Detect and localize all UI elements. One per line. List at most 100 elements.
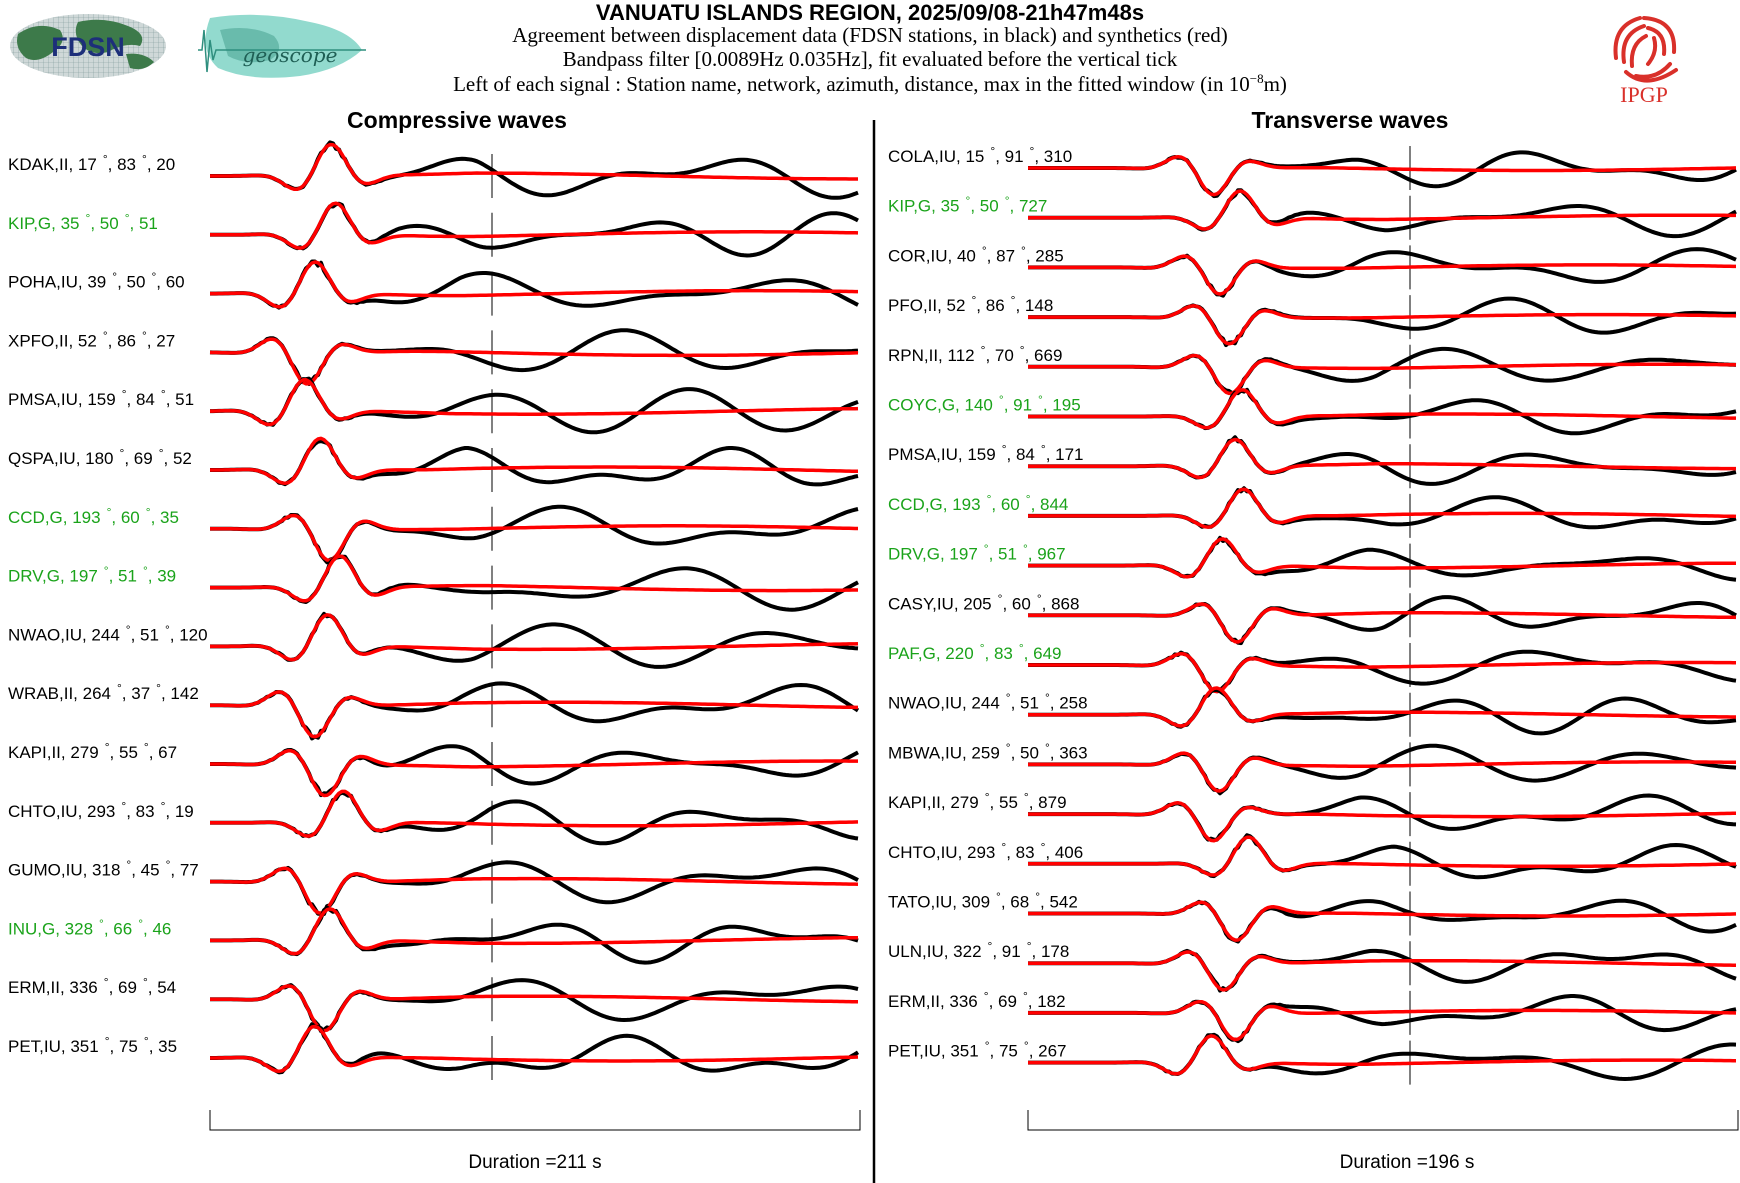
data-trace bbox=[1028, 188, 1737, 239]
station-label-part: QSPA,IU, 180 bbox=[8, 449, 114, 468]
station-label-part: , 69 bbox=[989, 992, 1017, 1011]
degree-symbol: ° bbox=[982, 243, 987, 257]
degree-symbol: ° bbox=[980, 641, 985, 655]
degree-symbol: ° bbox=[1045, 740, 1050, 754]
station-label-part: , 406 bbox=[1045, 843, 1083, 862]
station-label-part: KDAK,II, 17 bbox=[8, 155, 97, 174]
station-label-part: , 142 bbox=[161, 684, 199, 703]
station-label: XPFO,II, 52 °, 86 °, 27 bbox=[8, 328, 175, 350]
degree-symbol: ° bbox=[1024, 1039, 1029, 1053]
data-trace bbox=[1028, 150, 1737, 199]
station-label-part: , 91 bbox=[992, 942, 1020, 961]
degree-symbol: ° bbox=[1030, 144, 1035, 158]
synthetic-trace bbox=[1028, 189, 1736, 231]
degree-symbol: ° bbox=[142, 328, 147, 342]
degree-symbol: ° bbox=[112, 270, 117, 284]
station-label-part: , 120 bbox=[170, 625, 208, 644]
station-label-part: , 285 bbox=[1026, 246, 1064, 265]
station-label-part: , 649 bbox=[1024, 644, 1062, 663]
station-label-part: , 51 bbox=[131, 625, 159, 644]
station-label-part: , 83 bbox=[985, 644, 1013, 663]
degree-symbol: ° bbox=[117, 681, 122, 695]
degree-symbol: ° bbox=[1002, 442, 1007, 456]
station-label-part: , 844 bbox=[1031, 495, 1069, 514]
station-label: ULN,IU, 322 °, 91 °, 178 bbox=[888, 939, 1069, 961]
station-label-part: ULN,IU, 322 bbox=[888, 942, 982, 961]
degree-symbol: ° bbox=[151, 270, 156, 284]
synthetic-trace bbox=[210, 513, 858, 563]
station-label-part: , 178 bbox=[1032, 942, 1070, 961]
station-label-part: TATO,IU, 309 bbox=[888, 893, 990, 912]
station-label-part: , 86 bbox=[976, 296, 1004, 315]
station-label-part: KIP,G, 35 bbox=[8, 214, 80, 233]
degree-symbol: ° bbox=[107, 505, 112, 519]
duration-bracket bbox=[209, 1110, 861, 1131]
duration-label: Duration =196 s bbox=[1340, 1152, 1475, 1173]
subtitle-line-2: Bandpass filter [0.0089Hz 0.035Hz], fit … bbox=[562, 47, 1178, 71]
station-label: TATO,IU, 309 °, 68 °, 542 bbox=[888, 890, 1078, 912]
data-trace bbox=[210, 439, 859, 487]
synthetic-trace bbox=[1028, 835, 1736, 877]
degree-symbol: ° bbox=[105, 1034, 110, 1048]
degree-symbol: ° bbox=[1006, 691, 1011, 705]
station-label: PET,IU, 351 °, 75 °, 267 bbox=[888, 1039, 1067, 1061]
station-label: KAPI,II, 279 °, 55 °, 67 bbox=[8, 740, 177, 762]
station-label-part: , 83 bbox=[108, 155, 136, 174]
degree-symbol: ° bbox=[966, 194, 971, 208]
synthetic-trace bbox=[1028, 950, 1736, 992]
station-label-part: , 27 bbox=[147, 331, 175, 350]
degree-symbol: ° bbox=[987, 492, 992, 506]
synthetic-trace bbox=[1028, 999, 1737, 1042]
station-label-part: , 77 bbox=[170, 861, 198, 880]
station-label-part: , 363 bbox=[1050, 743, 1088, 762]
degree-symbol: ° bbox=[103, 328, 108, 342]
station-label-part: , 84 bbox=[1007, 445, 1035, 464]
station-label-part: , 195 bbox=[1043, 396, 1081, 415]
station-label-part: , 39 bbox=[148, 567, 176, 586]
degree-symbol: ° bbox=[999, 393, 1004, 407]
degree-symbol: ° bbox=[981, 343, 986, 357]
station-label-part: , 879 bbox=[1029, 793, 1067, 812]
degree-symbol: ° bbox=[143, 975, 148, 989]
data-trace bbox=[1028, 486, 1737, 530]
data-trace bbox=[1028, 898, 1737, 944]
degree-symbol: ° bbox=[103, 152, 108, 166]
station-label-part: , 50 bbox=[970, 197, 998, 216]
duration-bracket bbox=[1027, 1110, 1739, 1131]
degree-symbol: ° bbox=[105, 740, 110, 754]
station-label-part: NWAO,IU, 244 bbox=[8, 625, 120, 644]
station-label-part: PFO,II, 52 bbox=[888, 296, 965, 315]
data-trace bbox=[1028, 948, 1737, 993]
station-label-part: , 50 bbox=[117, 273, 145, 292]
station-label-part: , 45 bbox=[131, 861, 159, 880]
ipgp-logo: IPGP bbox=[1613, 16, 1678, 106]
station-label-part: ERM,II, 336 bbox=[888, 992, 978, 1011]
degree-symbol: ° bbox=[996, 890, 1001, 904]
degree-symbol: ° bbox=[1023, 542, 1028, 556]
degree-symbol: ° bbox=[120, 446, 125, 460]
degree-symbol: ° bbox=[1019, 641, 1024, 655]
geoscope-logo: geoscope bbox=[198, 14, 366, 78]
station-label-part: , 51 bbox=[166, 390, 194, 409]
synthetic-trace bbox=[210, 789, 859, 838]
station-label-part: , 69 bbox=[124, 449, 152, 468]
station-label-part: , 51 bbox=[109, 567, 137, 586]
station-label: PMSA,IU, 159 °, 84 °, 171 bbox=[888, 442, 1084, 464]
data-trace bbox=[1028, 435, 1737, 486]
station-label: PFO,II, 52 °, 86 °, 148 bbox=[888, 293, 1053, 315]
data-trace bbox=[210, 611, 859, 669]
data-trace bbox=[1028, 247, 1737, 298]
station-label-part: , 868 bbox=[1042, 594, 1080, 613]
degree-symbol: ° bbox=[1006, 740, 1011, 754]
station-label: PAF,G, 220 °, 83 °, 649 bbox=[888, 641, 1061, 663]
degree-symbol: ° bbox=[104, 564, 109, 578]
degree-symbol: ° bbox=[125, 211, 130, 225]
synthetic-trace bbox=[210, 1024, 859, 1074]
svg-text:FDSN: FDSN bbox=[51, 32, 125, 62]
station-label: QSPA,IU, 180 °, 69 °, 52 bbox=[8, 446, 192, 468]
synthetic-trace bbox=[1028, 254, 1736, 296]
station-label: PET,IU, 351 °, 75 °, 35 bbox=[8, 1034, 177, 1056]
degree-symbol: ° bbox=[1041, 442, 1046, 456]
station-label-part: , 967 bbox=[1028, 545, 1066, 564]
